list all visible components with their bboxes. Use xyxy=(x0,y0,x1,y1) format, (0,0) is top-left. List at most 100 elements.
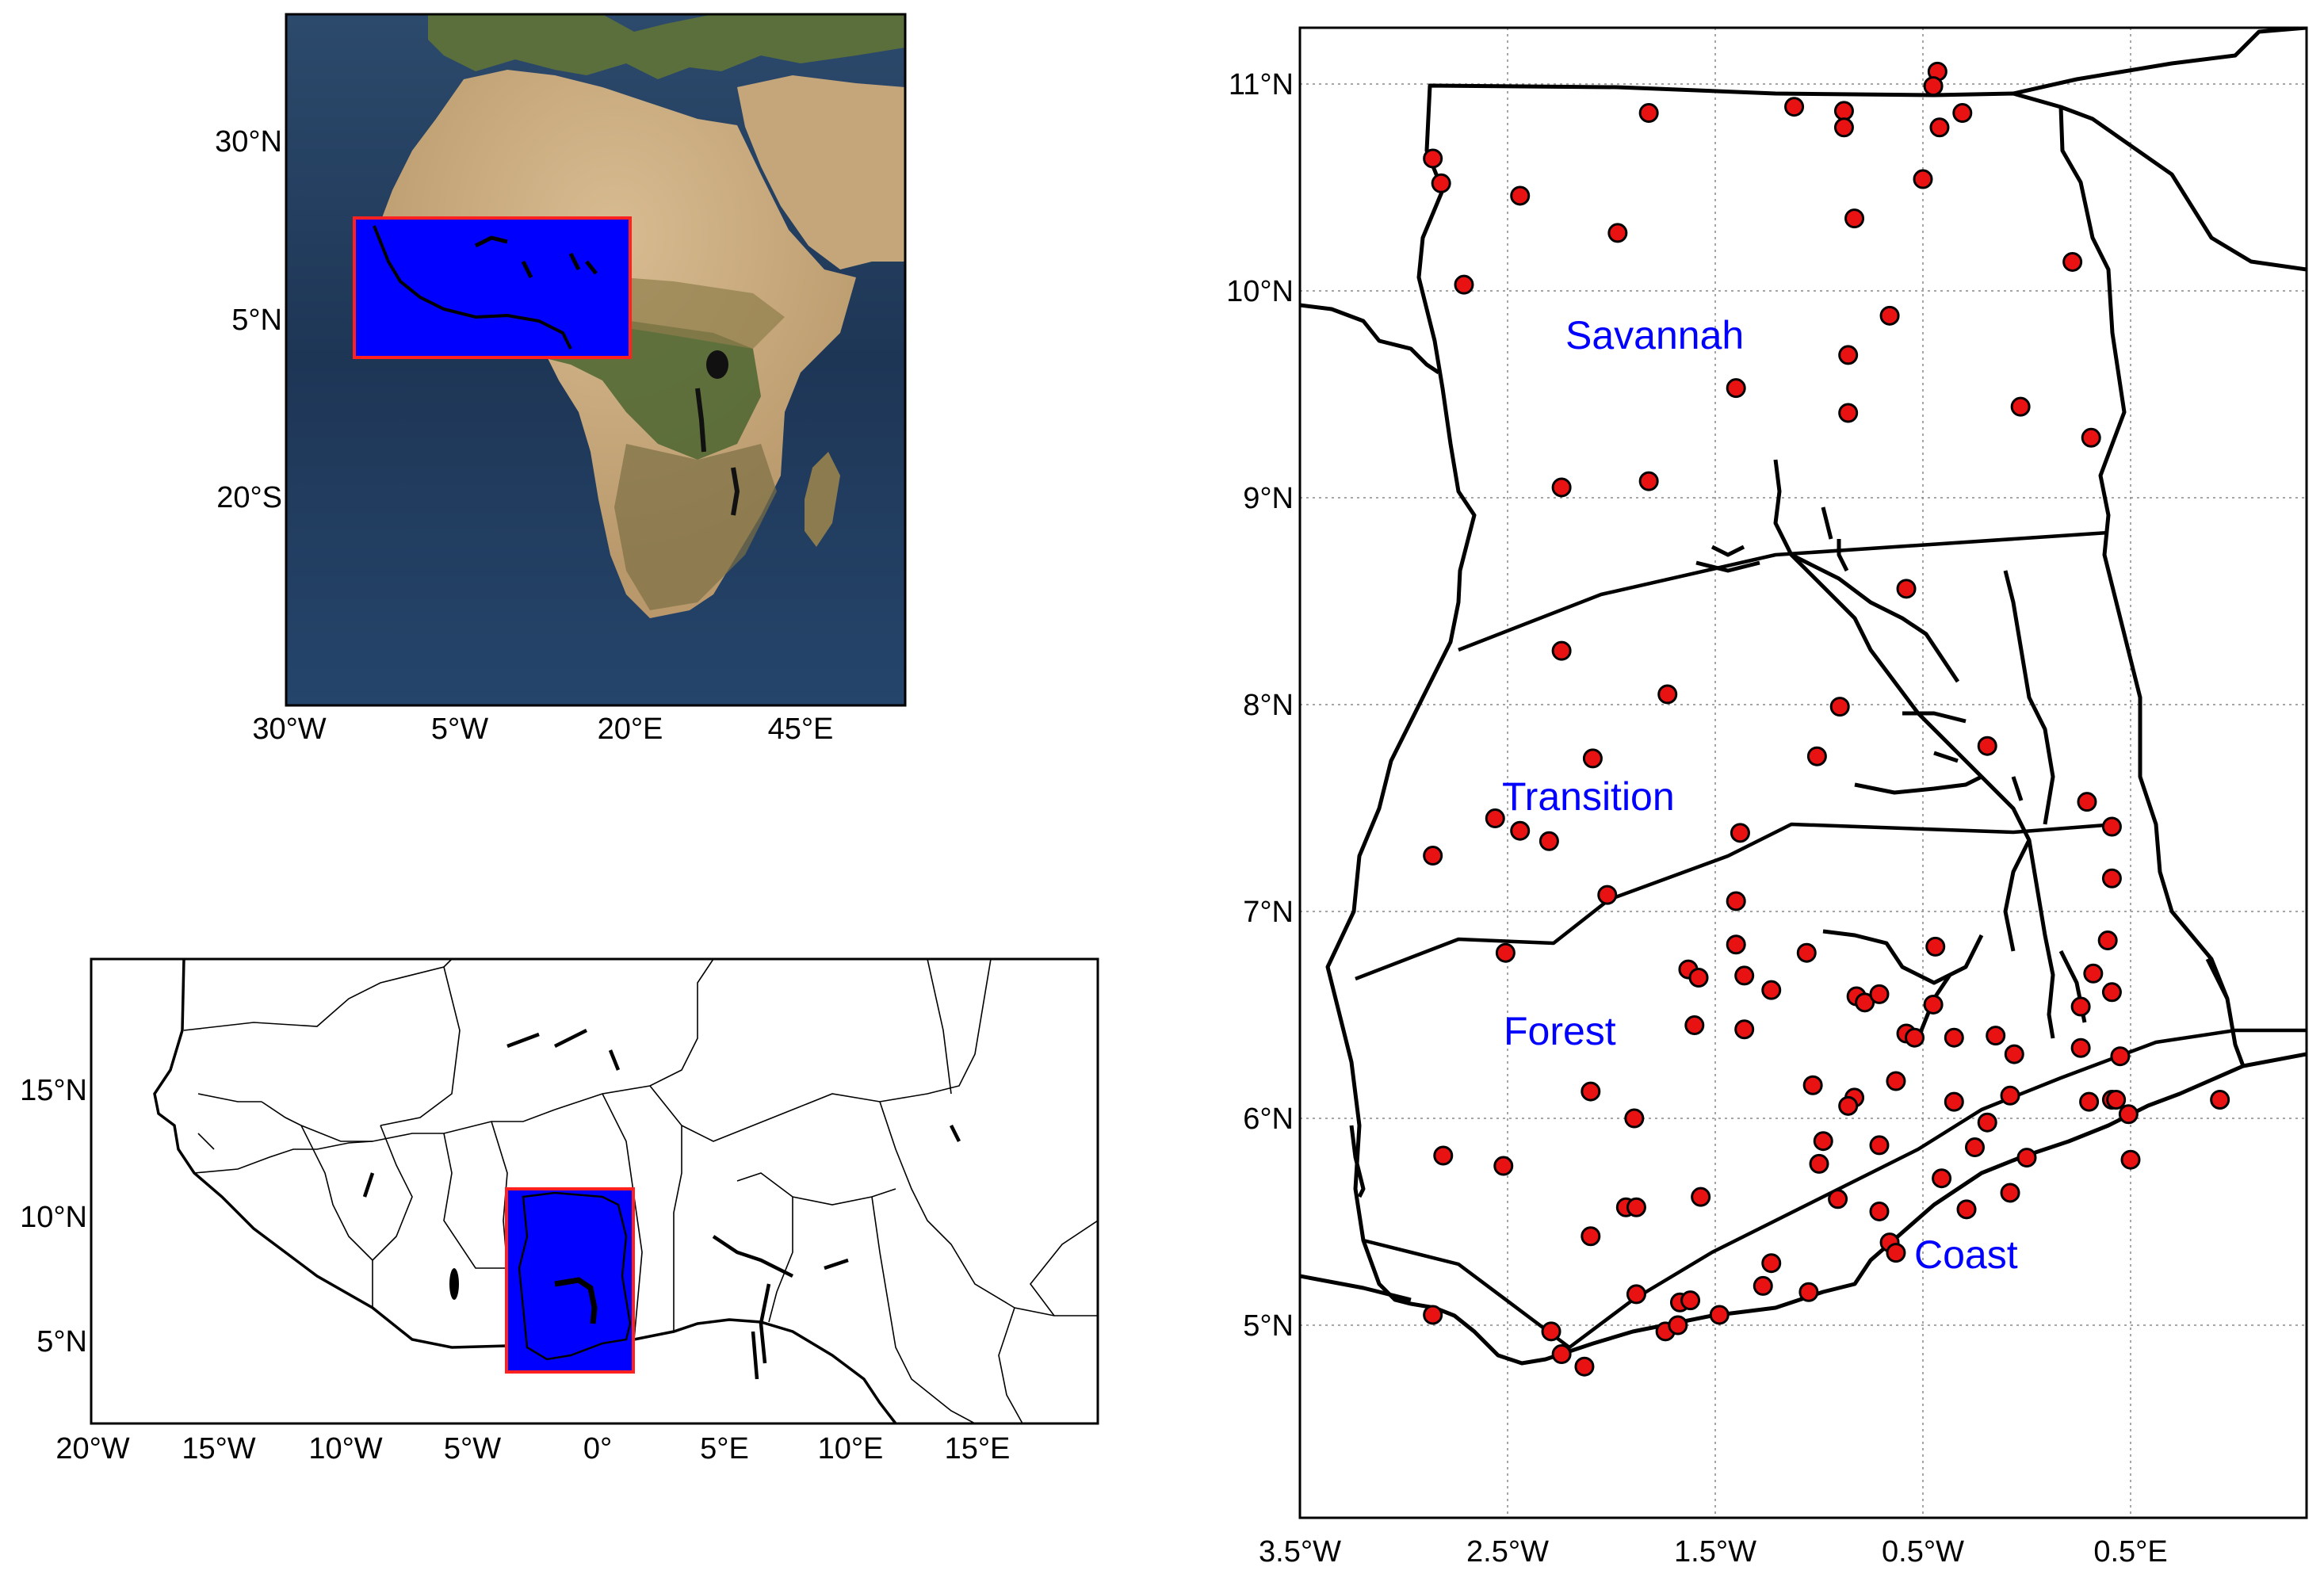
station-marker xyxy=(1833,117,1854,138)
station-marker xyxy=(1638,471,1659,491)
station-marker xyxy=(1581,1081,1601,1102)
station-marker xyxy=(2101,868,2122,888)
station-marker xyxy=(1869,984,1890,1004)
station-marker xyxy=(1423,846,1443,866)
station-marker xyxy=(1551,1344,1572,1365)
wa-x-tick-4: 0° xyxy=(583,1432,612,1465)
station-marker xyxy=(1896,579,1917,599)
bui-lake xyxy=(1349,1125,1366,1198)
station-marker xyxy=(2070,996,2091,1017)
lake-tanganyika xyxy=(695,388,706,453)
ghana-x-tick-4: 0.5°E xyxy=(2093,1535,2167,1569)
station-marker xyxy=(2210,1090,2230,1110)
station-marker xyxy=(1923,76,1944,97)
wa-x-tick-1: 15°W xyxy=(182,1432,255,1465)
station-layer xyxy=(1423,61,2230,1377)
station-marker xyxy=(2120,1149,2141,1170)
wa-y-tick-2: 5°N xyxy=(36,1325,87,1358)
station-marker xyxy=(1796,942,1817,963)
station-marker xyxy=(2079,1091,2100,1112)
station-marker xyxy=(1551,640,1572,661)
europe-landmass xyxy=(428,14,905,79)
ghana-y-axis: 11°N 10°N 9°N 8°N 7°N 6°N 5°N xyxy=(1226,68,1294,1343)
station-marker xyxy=(1806,746,1827,766)
arabia-landmass xyxy=(737,75,905,269)
station-marker xyxy=(2110,1046,2131,1067)
west-africa-coastline xyxy=(153,959,897,1423)
west-africa-highlight-box xyxy=(353,216,632,359)
highlight-coastline xyxy=(373,225,572,350)
station-marker xyxy=(1761,980,1782,1000)
west-africa-map: 20°W 15°W 10°W 5°W 0° 5°E 10°E 15°E 15°N 10°N 5°N xyxy=(20,957,1099,1465)
ghana-x-tick-0: 3.5°W xyxy=(1259,1535,1341,1569)
station-marker xyxy=(2070,1037,2091,1058)
station-marker xyxy=(1574,1356,1595,1377)
region-boundaries xyxy=(1355,530,2307,1350)
africa-x-tick-1: 5°W xyxy=(431,713,488,746)
ghana-y-tick-2: 9°N xyxy=(1243,482,1294,515)
station-marker xyxy=(1668,1315,1688,1336)
station-marker xyxy=(1495,942,1516,963)
wa-x-tick-5: 5°E xyxy=(700,1432,749,1465)
station-marker xyxy=(1684,1015,1705,1036)
station-marker xyxy=(1726,934,1746,955)
wa-x-tick-0: 20°W xyxy=(55,1432,129,1465)
africa-y-tick-0: 30°N xyxy=(215,125,282,159)
station-marker xyxy=(1952,103,1973,124)
station-marker xyxy=(1709,1305,1730,1325)
ghana-map-frame xyxy=(1298,26,2308,1519)
africa-satellite-map: 30°W 5°W 20°E 45°E 30°N 5°N 20°S xyxy=(215,13,907,746)
africa-x-tick-2: 20°E xyxy=(598,713,663,746)
station-marker xyxy=(1944,1027,1964,1048)
station-marker xyxy=(2101,982,2122,1003)
wa-x-tick-2: 10°W xyxy=(308,1432,382,1465)
lake-malawi xyxy=(731,467,740,516)
station-marker xyxy=(2010,396,2031,417)
station-marker xyxy=(2000,1085,2020,1106)
station-marker xyxy=(1813,1131,1833,1152)
station-marker xyxy=(2004,1044,2024,1064)
station-marker xyxy=(1965,1137,1985,1158)
station-marker xyxy=(2106,1090,2127,1110)
station-marker xyxy=(1838,345,1859,365)
station-marker xyxy=(1932,1168,1952,1189)
station-marker xyxy=(1541,1321,1561,1342)
station-marker xyxy=(1626,1197,1646,1217)
station-marker xyxy=(1844,208,1865,229)
wa-y-tick-0: 15°N xyxy=(20,1074,87,1107)
station-marker xyxy=(1485,808,1505,829)
station-marker xyxy=(1986,1026,2006,1046)
station-marker xyxy=(1833,101,1854,121)
west-africa-map-frame xyxy=(90,957,1099,1425)
west-africa-y-axis: 15°N 10°N 5°N xyxy=(20,1074,87,1358)
station-marker xyxy=(2118,1104,2139,1125)
ghana-y-tick-1: 10°N xyxy=(1226,275,1294,308)
ghana-y-tick-3: 8°N xyxy=(1243,689,1294,722)
station-marker xyxy=(2016,1148,2037,1168)
africa-y-axis: 30°N 5°N 20°S xyxy=(215,125,282,514)
station-marker xyxy=(1691,1186,1711,1207)
region-label-transition: Transition xyxy=(1502,774,1675,819)
ghana-y-tick-4: 7°N xyxy=(1243,896,1294,929)
ghana-x-tick-2: 1.5°W xyxy=(1674,1535,1756,1569)
station-marker xyxy=(1730,823,1750,843)
wa-x-tick-3: 5°W xyxy=(444,1432,501,1465)
station-marker xyxy=(1855,992,1875,1013)
station-marker xyxy=(2101,816,2122,837)
station-marker xyxy=(1624,1108,1645,1129)
station-marker xyxy=(1761,1253,1782,1274)
station-marker xyxy=(1944,1091,1964,1112)
africa-x-axis: 30°W 5°W 20°E 45°E xyxy=(252,713,833,746)
station-marker xyxy=(1726,378,1746,399)
africa-y-tick-1: 5°N xyxy=(231,304,282,337)
station-marker xyxy=(1838,1095,1859,1116)
station-marker xyxy=(1734,965,1755,986)
wa-y-tick-1: 10°N xyxy=(20,1201,87,1234)
station-marker xyxy=(1431,173,1451,193)
station-marker xyxy=(1828,1189,1848,1209)
country-borders xyxy=(183,959,1098,1423)
station-marker xyxy=(1423,148,1443,169)
station-marker xyxy=(1734,1019,1755,1040)
station-marker xyxy=(1454,274,1474,295)
africa-x-tick-0: 30°W xyxy=(252,713,326,746)
